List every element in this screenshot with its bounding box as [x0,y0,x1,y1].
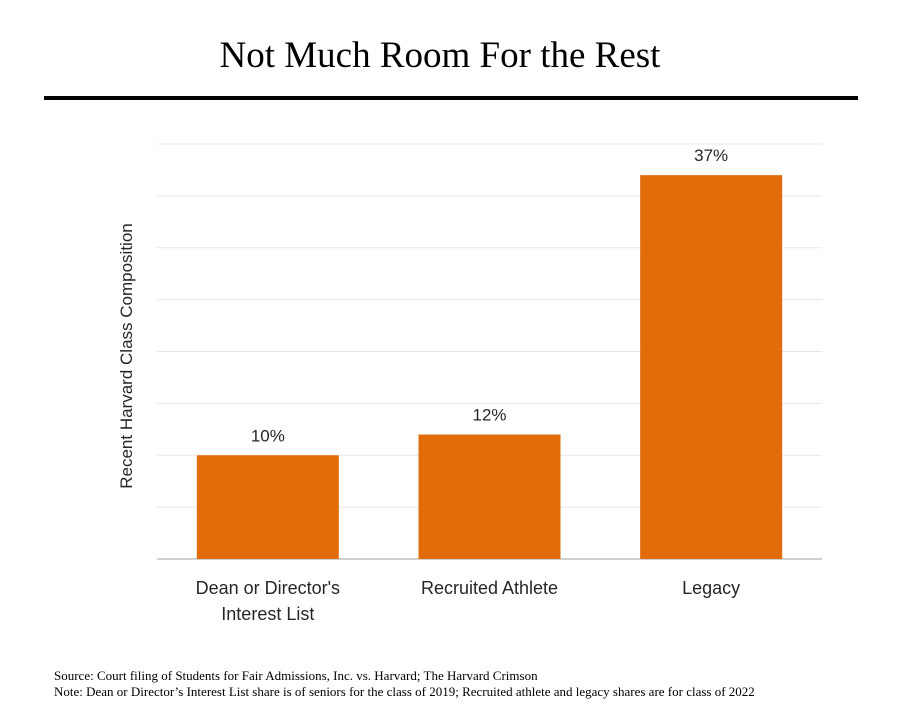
category-labels: Dean or Director's Interest List Recruited… [196,578,741,624]
data-label: 12% [472,406,506,425]
bar [196,455,339,559]
footnotes: Source: Court filing of Students for Fai… [54,668,854,700]
y-axis-label: Recent Harvard Class Composition [117,223,136,489]
data-label: 37% [694,146,728,165]
source-note: Source: Court filing of Students for Fai… [54,668,538,683]
x-tick-label: Recruited Athlete [421,578,558,598]
bar [640,175,783,559]
x-tick-label: Dean or Director's Interest List [196,578,340,624]
title-divider [44,96,858,100]
explanatory-note: Note: Dean or Director’s Interest List s… [54,684,755,699]
x-tick-label: Legacy [682,578,740,598]
data-label: 10% [251,426,285,445]
value-labels: 10% 12% 37% [251,146,728,445]
bar-chart: 10% 12% 37% Dean or Director's Interest Lis… [117,143,822,624]
chart-title: Not Much Room For the Rest [219,35,661,76]
bar [418,434,561,559]
bars [196,175,783,559]
